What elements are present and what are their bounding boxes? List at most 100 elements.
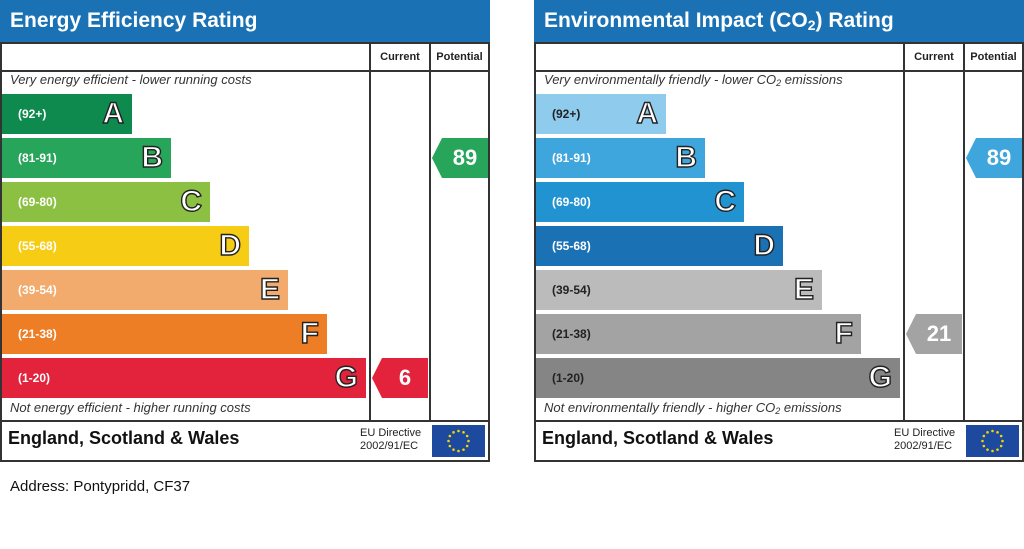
impact-current-rating-value: 21	[926, 321, 952, 346]
impact-title-post: ) Rating	[815, 9, 894, 32]
impact-footer-directive: EU Directive 2002/91/EC	[894, 427, 955, 453]
environmental-impact-panel: Environmental Impact (CO2) Rating Curren…	[534, 0, 1024, 462]
eu-star	[996, 431, 999, 434]
energy-band-range: (55-68)	[18, 239, 57, 253]
eu-star	[981, 439, 984, 443]
energy-band-range: (92+)	[18, 107, 47, 121]
impact-bottom-note-pre: Not environmentally friendly - higher CO	[544, 400, 776, 415]
impact-directive-line2: 2002/91/EC	[894, 440, 953, 452]
impact-band-range: (69-80)	[552, 195, 591, 209]
eu-star	[996, 448, 999, 451]
impact-band-letter: F	[834, 316, 854, 350]
impact-band-d: (55-68) D	[536, 226, 783, 266]
impact-band-letter: B	[675, 140, 698, 174]
impact-top-note: Very environmentally friendly - lower CO…	[544, 72, 843, 88]
energy-band-e: (39-54) E	[2, 270, 288, 310]
energy-band-letter: F	[300, 316, 320, 350]
impact-band-c: (69-80) C	[536, 182, 744, 222]
property-address: Address: Pontypridd, CF37	[10, 478, 191, 495]
energy-band-letter: A	[102, 96, 125, 130]
impact-potential-rating-arrow: 89	[966, 138, 1022, 178]
impact-col-potential: Potential	[970, 51, 1017, 63]
energy-band-range: (81-91)	[18, 151, 57, 165]
energy-band-c: (69-80) C	[2, 182, 210, 222]
impact-band-range: (55-68)	[552, 239, 591, 253]
energy-col-potential: Potential	[436, 51, 483, 63]
eu-star	[448, 434, 452, 438]
impact-potential-arrow-shape	[966, 138, 1022, 178]
eu-star	[462, 448, 465, 451]
impact-current-arrow-shape	[906, 314, 962, 354]
energy-directive-line2: 2002/91/EC	[360, 440, 419, 452]
energy-band-letter: E	[259, 272, 280, 306]
eu-flag-icon	[966, 425, 1019, 457]
energy-directive-line1: EU Directive	[360, 427, 422, 439]
energy-band-range: (1-20)	[18, 371, 51, 385]
eu-star	[452, 448, 455, 451]
impact-band-letter: A	[636, 96, 659, 130]
energy-potential-rating-arrow: 89	[432, 138, 488, 178]
energy-band-letter: D	[219, 228, 242, 262]
eu-star	[447, 439, 450, 443]
energy-divider-potential	[429, 42, 431, 420]
eu-star	[1001, 439, 1004, 443]
eu-star	[462, 431, 465, 434]
impact-band-e: (39-54) E	[536, 270, 822, 310]
impact-band-range: (39-54)	[552, 283, 591, 297]
impact-band-a: (92+) A	[536, 94, 666, 134]
impact-top-note-sub: 2	[776, 78, 782, 88]
impact-band-f: (21-38) F	[536, 314, 861, 354]
energy-band-letter: G	[334, 360, 359, 394]
impact-band-letter: E	[793, 272, 814, 306]
impact-band-letter: G	[868, 360, 893, 394]
energy-band-letter: B	[141, 140, 164, 174]
energy-band-range: (69-80)	[18, 195, 57, 209]
impact-band-letter: D	[753, 228, 776, 262]
impact-top-note-post: emissions	[781, 72, 843, 87]
eu-flag-icon	[432, 425, 485, 457]
impact-band-g: (1-20) G	[536, 358, 900, 398]
energy-current-rating-value: 6	[398, 365, 412, 390]
energy-band-range: (21-38)	[18, 327, 57, 341]
impact-bottom-note-sub: 2	[775, 406, 781, 416]
eu-star	[457, 449, 460, 453]
energy-footer-divider	[0, 420, 490, 422]
impact-title-sub: 2	[807, 17, 816, 33]
impact-title-pre: Environmental Impact (CO	[544, 9, 808, 32]
impact-directive-line1: EU Directive	[894, 427, 956, 439]
impact-current-rating-arrow: 21	[906, 314, 962, 354]
impact-band-range: (21-38)	[552, 327, 591, 341]
energy-divider-current	[369, 42, 371, 420]
eu-star	[986, 431, 989, 434]
eu-star	[465, 444, 469, 448]
energy-band-a: (92+) A	[2, 94, 132, 134]
energy-band-b: (81-91) B	[2, 138, 171, 178]
impact-band-range: (81-91)	[552, 151, 591, 165]
energy-panel-frame	[0, 42, 490, 462]
eu-star	[999, 434, 1003, 438]
eu-star	[457, 429, 460, 433]
impact-bottom-note-post: emissions	[780, 400, 842, 415]
impact-band-letter: C	[714, 184, 737, 218]
eu-star	[991, 449, 994, 453]
energy-top-note: Very energy efficient - lower running co…	[10, 72, 252, 87]
impact-footer-region: England, Scotland & Wales	[542, 428, 774, 448]
impact-potential-rating-value: 89	[986, 145, 1012, 170]
energy-band-g: (1-20) G	[2, 358, 366, 398]
energy-col-current: Current	[380, 51, 420, 63]
energy-efficiency-panel: Energy Efficiency Rating Current Potenti…	[0, 0, 490, 462]
energy-footer-region: England, Scotland & Wales	[8, 428, 240, 448]
eu-star	[986, 448, 989, 451]
impact-header-divider	[534, 70, 1024, 72]
energy-current-rating-arrow: 6	[372, 358, 428, 398]
impact-footer-divider	[534, 420, 1024, 422]
impact-divider-current	[903, 42, 905, 420]
eu-star	[999, 444, 1003, 448]
impact-divider-potential	[963, 42, 965, 420]
impact-panel-frame	[534, 42, 1024, 462]
energy-band-range: (39-54)	[18, 283, 57, 297]
energy-band-f: (21-38) F	[2, 314, 327, 354]
eu-star	[448, 444, 452, 448]
eu-star	[991, 429, 994, 433]
impact-band-range: (92+)	[552, 107, 581, 121]
